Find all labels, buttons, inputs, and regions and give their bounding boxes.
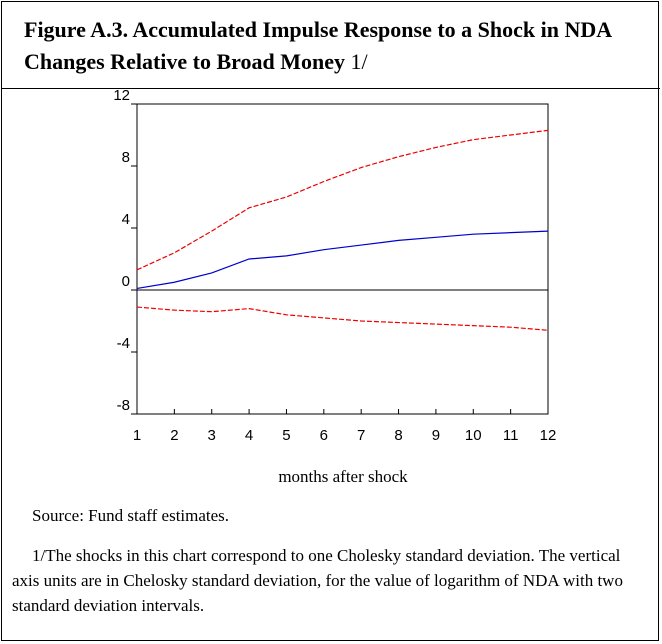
x-tick-label: 12 [540,427,557,444]
x-tick-label: 1 [133,427,141,444]
y-tick-label: 8 [122,149,130,166]
x-tick-label: 11 [503,427,519,444]
x-tick-label: 2 [170,427,178,444]
x-tick-label: 7 [357,427,365,444]
title-note: 1/ [350,49,368,74]
y-tick-label: -8 [117,397,130,414]
y-tick-label: 0 [122,273,130,290]
series-line [136,230,549,290]
x-axis-label: months after shock [278,467,408,486]
x-tick-label: 5 [282,427,290,444]
y-tick-label: 4 [122,211,130,228]
source: Source: Fund staff estimates. [32,506,230,525]
title-rule [2,88,660,89]
x-tick-label: 6 [320,427,328,444]
x-tick-label: 10 [465,427,482,444]
y-tick-label: -4 [117,335,130,352]
x-tick-label: 3 [208,427,216,444]
x-tick-label: 4 [245,427,253,444]
series-line [136,129,549,271]
x-tick-label: 8 [394,427,402,444]
title-text: Figure A.3. Accumulated Impulse Response… [24,17,611,74]
series-line [136,306,549,331]
x-tick-label: 9 [432,427,440,444]
footnote: 1/The shocks in this chart correspond to… [12,546,623,615]
figure-title: Figure A.3. Accumulated Impulse Response… [24,14,654,78]
y-tick-label: 12 [113,87,130,104]
plot-area [136,103,549,415]
